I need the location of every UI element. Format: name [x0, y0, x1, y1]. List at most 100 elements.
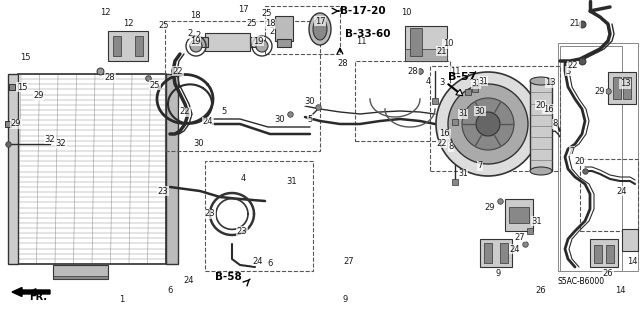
Text: 4: 4: [426, 77, 431, 85]
Bar: [205, 161, 313, 271]
Text: 27: 27: [515, 233, 525, 241]
Text: 30: 30: [475, 107, 485, 115]
Text: 19: 19: [253, 36, 263, 46]
Bar: [135, 36, 143, 56]
Circle shape: [448, 84, 528, 164]
Text: 26: 26: [603, 270, 613, 278]
Text: 32: 32: [45, 135, 55, 144]
Bar: [500, 243, 508, 263]
Bar: [558, 43, 638, 271]
Text: 18: 18: [265, 19, 275, 28]
Text: 31: 31: [478, 77, 488, 85]
Text: 9: 9: [495, 270, 500, 278]
Text: 16: 16: [440, 130, 450, 138]
Text: 1: 1: [119, 295, 124, 304]
Bar: [277, 39, 291, 47]
Text: 31: 31: [532, 217, 542, 226]
Text: B-33-60: B-33-60: [345, 29, 390, 39]
Text: 8: 8: [552, 120, 557, 129]
Text: 25: 25: [150, 80, 160, 90]
Text: 28: 28: [105, 73, 115, 83]
Text: 31: 31: [286, 177, 296, 186]
Bar: [480, 239, 512, 267]
Bar: [53, 265, 108, 279]
Bar: [484, 243, 492, 263]
Circle shape: [462, 98, 514, 150]
Text: 24: 24: [203, 117, 213, 127]
Bar: [200, 37, 208, 47]
FancyArrow shape: [448, 84, 463, 96]
Text: 25: 25: [247, 19, 257, 28]
Ellipse shape: [530, 167, 552, 175]
Text: 7: 7: [570, 146, 575, 155]
Text: 20: 20: [575, 157, 585, 166]
Text: 23: 23: [237, 226, 247, 235]
Text: 19: 19: [190, 37, 200, 46]
Text: 6: 6: [167, 286, 172, 295]
Text: 20: 20: [536, 101, 546, 110]
Text: 29: 29: [33, 91, 44, 100]
Text: 29: 29: [595, 86, 605, 95]
Text: 29: 29: [484, 203, 495, 211]
FancyArrow shape: [12, 287, 50, 296]
Bar: [430, 66, 560, 171]
Bar: [410, 28, 422, 56]
Ellipse shape: [309, 13, 331, 45]
Text: 32: 32: [56, 139, 66, 148]
Text: 24: 24: [184, 276, 194, 285]
Text: 13: 13: [545, 78, 556, 87]
Bar: [580, 159, 638, 231]
Text: 4: 4: [241, 174, 246, 183]
Text: 7: 7: [477, 161, 483, 170]
Text: 21: 21: [570, 19, 580, 28]
Bar: [509, 207, 529, 223]
Text: 31: 31: [458, 109, 468, 118]
Text: 3: 3: [439, 78, 444, 87]
Bar: [113, 36, 121, 56]
Circle shape: [190, 40, 202, 52]
Text: 30: 30: [305, 97, 316, 106]
Bar: [606, 245, 614, 263]
Text: 28: 28: [408, 66, 419, 76]
Text: 22: 22: [180, 108, 190, 116]
Text: 22: 22: [568, 62, 579, 70]
Text: 13: 13: [620, 79, 630, 88]
Text: 10: 10: [443, 40, 453, 48]
Text: 24: 24: [617, 187, 627, 196]
Text: 14: 14: [616, 286, 626, 295]
Text: 30: 30: [275, 115, 285, 123]
Text: 24: 24: [253, 256, 263, 265]
Bar: [590, 239, 618, 267]
Ellipse shape: [530, 77, 552, 85]
Bar: [613, 77, 621, 99]
Text: FR.: FR.: [29, 292, 47, 302]
Text: 5: 5: [307, 115, 312, 123]
Text: 2: 2: [196, 31, 201, 40]
Bar: [405, 49, 447, 61]
Bar: [53, 276, 108, 279]
Bar: [560, 46, 622, 271]
Bar: [355, 61, 450, 141]
Text: 27: 27: [344, 257, 354, 266]
Text: 15: 15: [17, 83, 28, 92]
Bar: [622, 229, 638, 251]
Text: 26: 26: [536, 286, 546, 295]
Circle shape: [436, 72, 540, 176]
Bar: [505, 199, 533, 231]
Text: 6: 6: [268, 259, 273, 269]
Text: 22: 22: [173, 66, 183, 76]
Text: 17: 17: [315, 17, 325, 26]
Ellipse shape: [313, 18, 327, 40]
Bar: [608, 72, 636, 104]
Text: 31: 31: [458, 169, 468, 179]
Text: B-17-20: B-17-20: [340, 6, 386, 16]
Text: 30: 30: [193, 139, 204, 148]
Text: 17: 17: [238, 5, 248, 14]
Bar: [18, 74, 166, 264]
Bar: [108, 31, 148, 61]
Text: 12: 12: [100, 8, 111, 17]
Text: 14: 14: [627, 256, 637, 265]
Text: 12: 12: [123, 19, 133, 28]
Bar: [166, 74, 178, 264]
Bar: [594, 245, 602, 263]
